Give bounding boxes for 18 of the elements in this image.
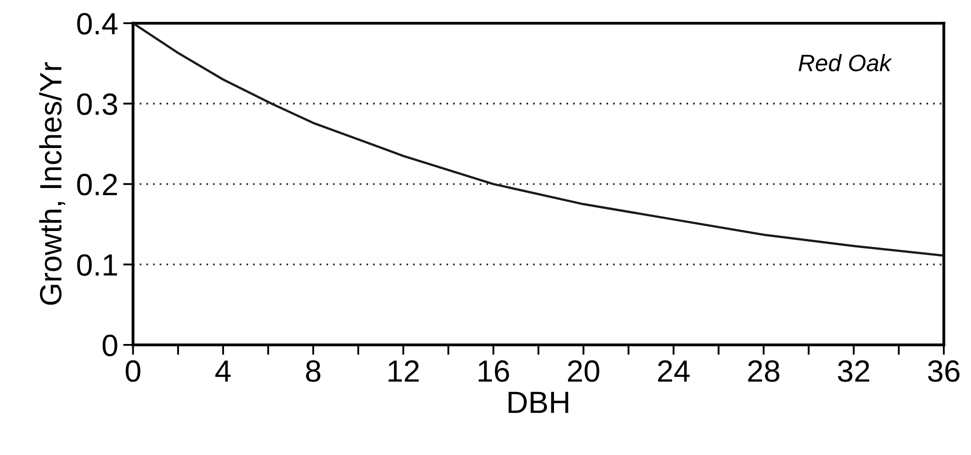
x-tick-label: 32 [838, 360, 870, 382]
x-tick-label: 24 [658, 360, 690, 382]
y-tick-label: 0.4 [77, 12, 118, 35]
x-tick-label: 12 [388, 360, 419, 382]
y-tick-label: 0.1 [77, 254, 117, 276]
x-tick-label: 8 [306, 360, 320, 382]
y-tick-label: 0.2 [77, 174, 117, 196]
x-tick-label: 36 [928, 360, 960, 382]
x-axis-title: DBH [508, 392, 568, 413]
y-tick-label: 0 [102, 334, 118, 356]
x-tick-label: 0 [126, 360, 140, 382]
y-tick-label: 0.3 [77, 93, 118, 115]
annotation: Red Oak [798, 54, 892, 72]
x-tick-label: 4 [215, 360, 231, 382]
x-tick-label: 16 [478, 360, 510, 382]
y-axis-title: Growth, Inches/Yr [39, 62, 66, 305]
x-tick-label: 28 [748, 360, 780, 382]
x-tick-label: 20 [568, 360, 600, 382]
